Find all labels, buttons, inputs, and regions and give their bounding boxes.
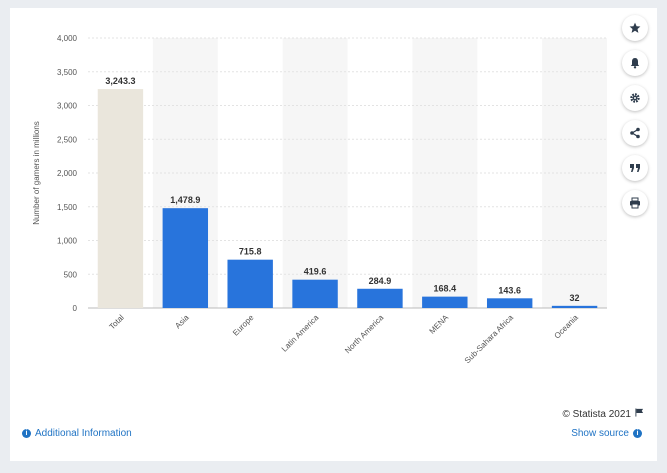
x-tick-label: Sub-Sahara Africa	[463, 313, 516, 366]
bar-chart: 3,243.3 1,478.9 715.8 419.6 284.9 168.4 143.6 3…	[32, 34, 607, 366]
bar-oceania[interactable]	[551, 305, 598, 308]
data-label: 143.6	[498, 285, 521, 295]
favorite-button[interactable]	[622, 15, 648, 41]
data-label: 715.8	[239, 247, 262, 257]
settings-button[interactable]	[622, 85, 648, 111]
x-tick-label: Oceania	[553, 313, 581, 341]
data-label: 284.9	[369, 276, 392, 286]
y-tick-label: 2,500	[57, 135, 78, 144]
chart-card: 3,243.3 1,478.9 715.8 419.6 284.9 168.4 143.6 3…	[10, 8, 657, 461]
y-tick-label: 3,000	[57, 102, 78, 111]
credit-text: © Statista 2021	[562, 408, 631, 420]
bar-total[interactable]	[97, 89, 144, 309]
bar-asia[interactable]	[162, 208, 209, 308]
y-tick-label: 2,000	[57, 169, 78, 178]
cite-button[interactable]	[622, 155, 648, 181]
data-label: 1,478.9	[170, 195, 200, 205]
y-tick-label: 1,000	[57, 237, 78, 246]
y-tick-label: 1,500	[57, 203, 78, 212]
y-axis-label: Number of gamers in millions	[32, 121, 41, 225]
x-tick-label: Asia	[173, 313, 191, 331]
additional-information-link[interactable]: i Additional Information	[22, 428, 132, 439]
gear-icon	[629, 92, 641, 104]
quote-icon	[629, 162, 641, 174]
show-source-link[interactable]: Show source i	[571, 428, 642, 439]
share-button[interactable]	[622, 120, 648, 146]
bar-latin-america[interactable]	[292, 279, 338, 308]
bar-north-america[interactable]	[357, 288, 403, 308]
bar-europe[interactable]	[227, 259, 273, 308]
statista-credit: © Statista 2021	[562, 408, 644, 420]
bell-icon	[629, 57, 641, 69]
x-tick-label: Total	[108, 313, 126, 331]
additional-information-label: Additional Information	[35, 428, 132, 439]
data-label: 168.4	[434, 284, 457, 294]
data-label: 3,243.3	[105, 76, 135, 86]
show-source-label: Show source	[571, 428, 629, 439]
data-label: 32	[570, 293, 580, 303]
x-tick-label: North America	[343, 313, 386, 356]
x-tick-label: Europe	[231, 313, 256, 338]
bar-sub-sahara-africa[interactable]	[486, 298, 533, 308]
x-tick-label: Latin America	[280, 313, 321, 354]
data-label: 419.6	[304, 267, 327, 277]
bar-mena[interactable]	[422, 296, 468, 308]
y-tick-label: 0	[73, 304, 78, 313]
info-icon: i	[22, 429, 31, 438]
y-tick-label: 500	[64, 270, 78, 279]
flag-icon	[635, 408, 644, 420]
notification-button[interactable]	[622, 50, 648, 76]
share-icon	[629, 127, 641, 139]
star-icon	[629, 22, 641, 34]
print-button[interactable]	[622, 190, 648, 216]
info-icon: i	[633, 429, 642, 438]
y-tick-label: 4,000	[57, 34, 78, 43]
y-tick-label: 3,500	[57, 68, 78, 77]
x-tick-label: MENA	[428, 313, 451, 336]
print-icon	[629, 197, 641, 209]
toolbar	[622, 15, 648, 225]
